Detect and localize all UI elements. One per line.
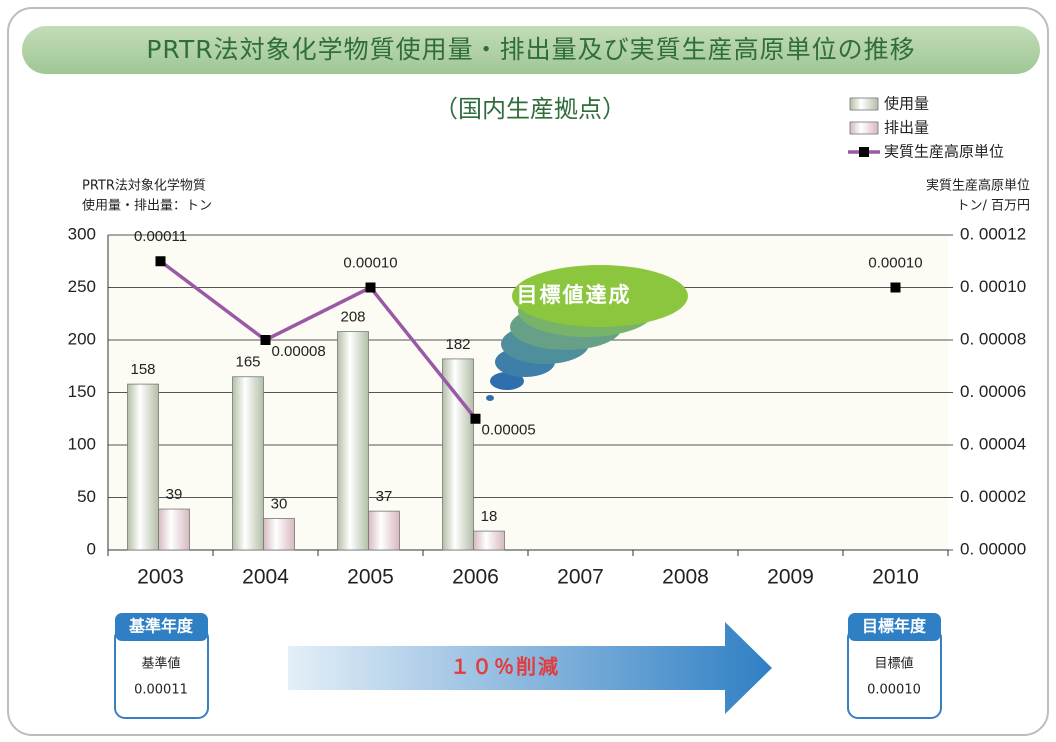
x-tick-label: 2010 bbox=[872, 566, 919, 589]
y2-axis-label: トン/ 百万円 bbox=[956, 199, 1030, 214]
marker bbox=[891, 283, 901, 293]
y-axis-label: PRTR法対象化学物質 bbox=[82, 178, 206, 194]
data-label: 0.00010 bbox=[868, 254, 922, 271]
chart-title: PRTR法対象化学物質使用量・排出量及び実質生産高原単位の推移 bbox=[146, 35, 915, 64]
x-tick-label: 2008 bbox=[662, 566, 709, 589]
marker bbox=[471, 414, 481, 424]
target-box bbox=[848, 628, 941, 718]
bar bbox=[128, 384, 159, 550]
data-label: 0.00008 bbox=[272, 343, 326, 360]
annotation: 基準年度 bbox=[128, 617, 194, 636]
data-label: 37 bbox=[376, 488, 393, 505]
marker bbox=[261, 335, 271, 345]
base-box bbox=[115, 628, 208, 718]
legend-swatch bbox=[859, 147, 869, 157]
legend-label: 使用量 bbox=[884, 95, 929, 113]
annotation: 基準値 bbox=[141, 656, 180, 672]
y2-tick-label: 0. 00010 bbox=[960, 277, 1026, 296]
data-label: 30 bbox=[271, 495, 288, 512]
y2-tick-label: 0. 00004 bbox=[960, 434, 1026, 453]
marker bbox=[156, 256, 166, 266]
legend-label: 実質生産高原単位 bbox=[884, 143, 1004, 161]
bar bbox=[443, 359, 474, 550]
data-label: 0.00010 bbox=[343, 254, 397, 271]
x-tick-label: 2003 bbox=[137, 566, 184, 589]
annotation: 目標値達成 bbox=[517, 283, 632, 307]
x-tick-label: 2006 bbox=[452, 566, 499, 589]
y-tick-label: 0 bbox=[87, 539, 96, 558]
y-tick-label: 50 bbox=[77, 487, 96, 506]
annotation: 目標値 bbox=[874, 656, 913, 672]
legend-label: 排出量 bbox=[884, 119, 929, 137]
subtitle: （国内生産拠点） bbox=[434, 95, 626, 123]
data-label: 39 bbox=[166, 486, 183, 503]
y-axis-label: 使用量・排出量：トン bbox=[82, 198, 212, 214]
annotation: 0.00010 bbox=[867, 683, 921, 698]
annotation: １０％削減 bbox=[450, 655, 560, 679]
marker bbox=[366, 283, 376, 293]
data-label: 165 bbox=[235, 354, 260, 371]
y2-tick-label: 0. 00008 bbox=[960, 329, 1026, 348]
y-tick-label: 300 bbox=[68, 224, 96, 243]
annotation: 0.00011 bbox=[134, 683, 188, 698]
y2-tick-label: 0. 00006 bbox=[960, 382, 1026, 401]
bar bbox=[233, 377, 264, 550]
x-tick-label: 2009 bbox=[767, 566, 814, 589]
bar bbox=[338, 332, 369, 550]
bar bbox=[369, 511, 400, 550]
data-label: 208 bbox=[340, 309, 365, 326]
y2-tick-label: 0. 00002 bbox=[960, 487, 1026, 506]
data-label: 158 bbox=[130, 361, 155, 378]
y2-axis-label: 実質生産高原単位 bbox=[926, 178, 1030, 194]
data-label: 0.00011 bbox=[134, 228, 187, 245]
x-tick-label: 2004 bbox=[242, 566, 289, 589]
bar bbox=[264, 519, 295, 551]
legend-swatch bbox=[850, 98, 878, 110]
data-label: 0.00005 bbox=[482, 422, 536, 439]
y-tick-label: 100 bbox=[68, 434, 96, 453]
y-tick-label: 150 bbox=[68, 382, 96, 401]
y2-tick-label: 0. 00012 bbox=[960, 224, 1026, 243]
bar bbox=[159, 509, 190, 550]
annotation: 目標年度 bbox=[862, 617, 927, 636]
chart: PRTR法対象化学物質使用量・排出量及び実質生産高原単位の推移 （国内生産拠点）… bbox=[0, 0, 1056, 742]
x-tick-label: 2007 bbox=[557, 566, 604, 589]
legend-swatch bbox=[850, 122, 878, 134]
data-label: 18 bbox=[481, 508, 498, 525]
data-label: 182 bbox=[445, 336, 470, 353]
y-tick-label: 250 bbox=[68, 277, 96, 296]
x-tick-label: 2005 bbox=[347, 566, 394, 589]
bar bbox=[474, 531, 505, 550]
y-tick-label: 200 bbox=[68, 329, 96, 348]
y2-tick-label: 0. 00000 bbox=[960, 539, 1026, 558]
